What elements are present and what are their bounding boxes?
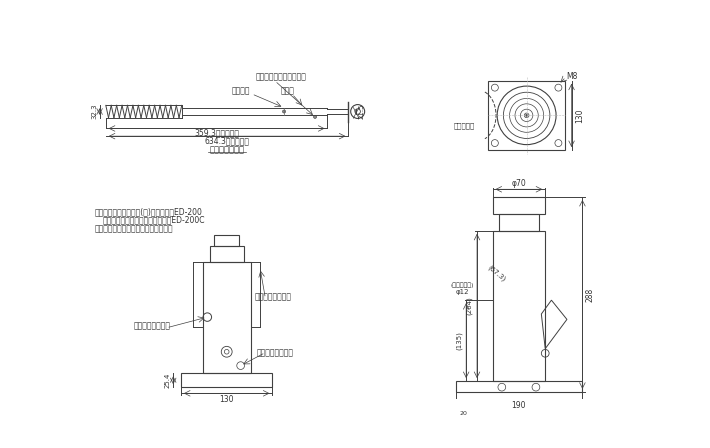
Bar xyxy=(209,246,244,262)
Text: レバー回転: レバー回転 xyxy=(454,123,475,129)
Bar xyxy=(488,81,565,150)
Text: (264): (264) xyxy=(466,297,473,315)
Text: 288: 288 xyxy=(586,287,595,302)
Bar xyxy=(456,381,581,392)
Text: 25.4: 25.4 xyxy=(164,373,170,388)
Text: 注１．型式　標準塗装(赤)タイプ　：ED-200: 注１．型式 標準塗装(赤)タイプ ：ED-200 xyxy=(95,208,203,217)
Circle shape xyxy=(525,114,528,116)
Text: φ70: φ70 xyxy=(511,179,526,189)
Text: ストッパ: ストッパ xyxy=(232,86,251,95)
Text: 専用操作レバー: 専用操作レバー xyxy=(209,146,244,155)
Bar xyxy=(493,231,545,381)
Bar xyxy=(493,197,545,214)
Text: 190: 190 xyxy=(512,401,526,410)
Text: (67.3): (67.3) xyxy=(486,264,507,283)
Text: 130: 130 xyxy=(575,108,584,123)
Text: ２．専用操作レバーが付置します。: ２．専用操作レバーが付置します。 xyxy=(95,225,173,234)
Text: 359.3（最縮長）: 359.3（最縮長） xyxy=(194,129,239,138)
Text: オイルフィリング: オイルフィリング xyxy=(133,321,171,330)
Text: M8: M8 xyxy=(566,72,577,81)
Text: ニッケルめっきタイプ：ED-200C: ニッケルめっきタイプ：ED-200C xyxy=(103,215,205,224)
Text: リリーズスクリュ: リリーズスクリュ xyxy=(256,348,293,357)
Bar xyxy=(214,236,239,246)
Bar xyxy=(498,214,539,231)
Text: 操作レバー差込口: 操作レバー差込口 xyxy=(255,293,292,302)
Text: 伸縮式: 伸縮式 xyxy=(281,86,295,95)
Text: (ピストン径): (ピストン径) xyxy=(451,283,474,289)
Bar xyxy=(202,262,251,373)
Text: 32.3: 32.3 xyxy=(91,103,97,119)
Text: φ12: φ12 xyxy=(456,289,469,296)
Circle shape xyxy=(314,115,317,118)
Text: 20: 20 xyxy=(459,411,467,416)
Text: 634.3（最伸長）: 634.3（最伸長） xyxy=(204,136,250,145)
Text: 130: 130 xyxy=(219,395,234,404)
Circle shape xyxy=(283,110,285,113)
Text: (135): (135) xyxy=(456,331,462,350)
Text: リリーズスクリュ差込口: リリーズスクリュ差込口 xyxy=(256,73,306,82)
Bar xyxy=(181,373,273,387)
Text: 21.5: 21.5 xyxy=(359,104,364,119)
